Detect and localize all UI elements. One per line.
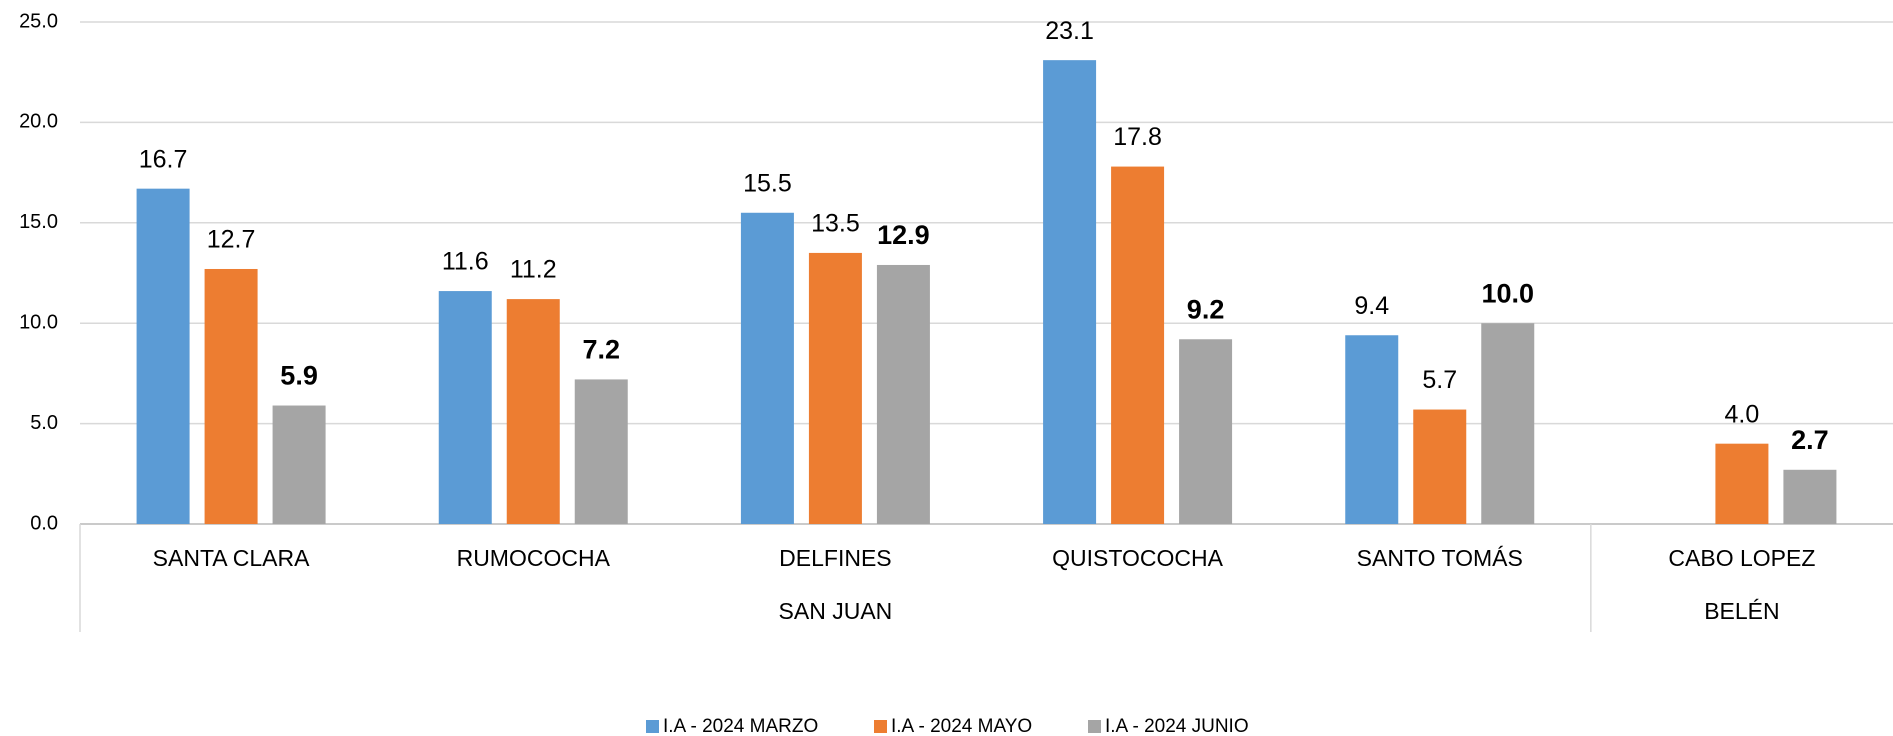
data-label: 4.0 — [1725, 400, 1760, 428]
x-tick-label: QUISTOCOCHA — [1052, 545, 1223, 571]
bar — [438, 291, 492, 524]
x-tick-label: RUMOCOCHA — [457, 545, 611, 571]
bar — [1345, 335, 1399, 524]
y-tick-label: 0.0 — [30, 512, 58, 534]
bar — [136, 188, 190, 524]
legend-swatch — [874, 720, 887, 733]
legend-swatch — [1088, 720, 1101, 733]
data-label: 23.1 — [1045, 17, 1094, 45]
bar — [1413, 409, 1467, 524]
data-label: 5.9 — [280, 361, 318, 391]
data-label: 12.7 — [207, 226, 256, 254]
bar — [204, 268, 258, 524]
bar — [1481, 323, 1535, 524]
bar — [876, 264, 930, 524]
y-tick-label: 25.0 — [19, 10, 58, 32]
data-label: 10.0 — [1481, 278, 1534, 308]
x-tick-label: SANTO TOMÁS — [1357, 545, 1523, 571]
data-label: 7.2 — [582, 335, 620, 365]
data-label: 17.8 — [1113, 123, 1162, 151]
bar — [1111, 166, 1165, 525]
bar — [574, 379, 628, 524]
data-label: 9.4 — [1354, 292, 1389, 320]
data-label: 11.2 — [510, 256, 557, 284]
legend-label: I.A - 2024 MARZO — [663, 716, 818, 736]
bar — [740, 212, 794, 524]
x-tick-label: CABO LOPEZ — [1668, 545, 1815, 571]
legend-label: I.A - 2024 JUNIO — [1105, 716, 1249, 736]
x-tick-label: DELFINES — [779, 545, 891, 571]
legend-label: I.A - 2024 MAYO — [891, 716, 1032, 736]
data-label: 11.6 — [442, 248, 489, 276]
y-tick-label: 20.0 — [19, 111, 58, 133]
group-label: BELÉN — [1704, 598, 1779, 624]
bar — [1715, 443, 1769, 524]
y-tick-label: 15.0 — [19, 211, 58, 233]
x-tick-label: SANTA CLARA — [153, 545, 310, 571]
group-label: SAN JUAN — [779, 598, 893, 624]
data-label: 16.7 — [139, 145, 188, 173]
bar — [1783, 469, 1837, 524]
y-tick-label: 10.0 — [19, 311, 58, 333]
data-label: 13.5 — [811, 210, 860, 238]
data-label: 9.2 — [1187, 294, 1225, 324]
data-label: 5.7 — [1422, 366, 1457, 394]
data-label: 12.9 — [877, 220, 930, 250]
legend-swatch — [646, 720, 659, 733]
bar — [506, 299, 560, 524]
data-label: 2.7 — [1791, 425, 1829, 455]
y-tick-label: 5.0 — [30, 412, 58, 434]
bar — [1179, 339, 1233, 524]
data-label: 15.5 — [743, 169, 792, 197]
bar — [272, 405, 326, 524]
bar — [1043, 60, 1097, 524]
bar — [808, 252, 862, 525]
